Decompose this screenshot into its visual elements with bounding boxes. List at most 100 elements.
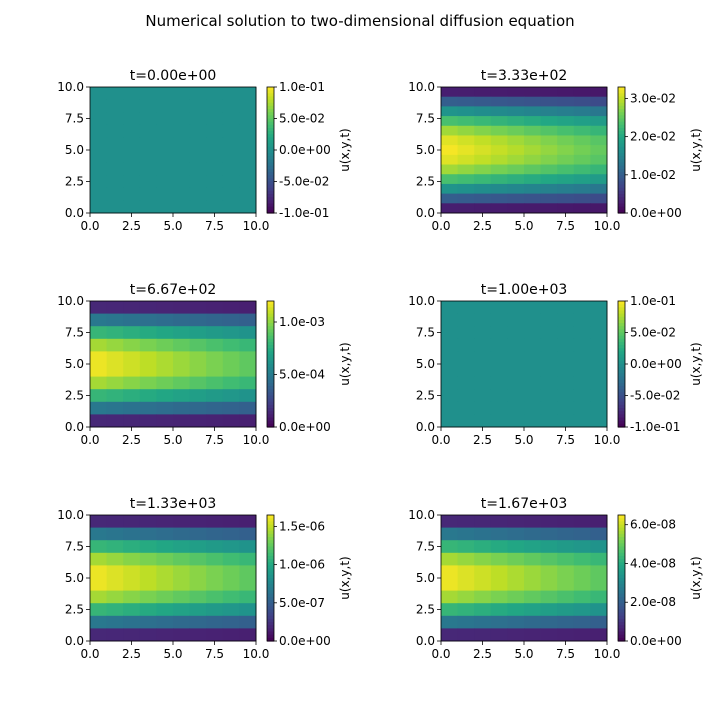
colorbar-segment bbox=[618, 178, 625, 183]
heatmap-cell bbox=[474, 527, 492, 541]
colorbar-segment bbox=[267, 420, 274, 425]
heatmap-cell bbox=[540, 565, 558, 579]
colorbar-segment bbox=[267, 524, 274, 529]
heatmap-cell bbox=[139, 137, 157, 151]
colorbar-segment bbox=[618, 593, 625, 598]
heatmap-cell bbox=[156, 150, 174, 164]
heatmap-cell bbox=[540, 527, 558, 541]
heatmap-cell bbox=[123, 187, 141, 201]
heatmap-cell bbox=[540, 154, 558, 166]
heatmap-cell bbox=[106, 389, 124, 403]
heatmap-cell bbox=[507, 603, 525, 617]
heatmap-cell bbox=[441, 193, 459, 204]
heatmap-cell bbox=[206, 175, 224, 189]
heatmap-cell bbox=[557, 135, 575, 146]
heatmap-cell bbox=[490, 364, 508, 378]
heatmap-cell bbox=[206, 99, 224, 113]
colorbar-segment bbox=[267, 118, 274, 123]
colorbar-segment bbox=[618, 209, 625, 214]
heatmap-cell bbox=[139, 603, 157, 617]
heatmap-cell bbox=[490, 106, 508, 117]
x-tick-label: 0.0 bbox=[431, 219, 450, 233]
heatmap-cell bbox=[173, 137, 191, 151]
heatmap-cell bbox=[189, 150, 207, 164]
heatmap-cell bbox=[457, 540, 475, 554]
colorbar-segment bbox=[267, 168, 274, 173]
heatmap-cell bbox=[222, 615, 240, 629]
heatmap-cell bbox=[441, 615, 459, 629]
heatmap-cell bbox=[573, 116, 591, 127]
heatmap-cell bbox=[106, 590, 124, 604]
heatmap-cell bbox=[441, 578, 459, 592]
colorbar-label: u(x,y,t) bbox=[689, 556, 703, 600]
heatmap-cell bbox=[490, 145, 508, 156]
heatmap-cell bbox=[557, 515, 575, 529]
colorbar-segment bbox=[618, 637, 625, 642]
heatmap-cell bbox=[156, 527, 174, 541]
colorbar-segment bbox=[618, 618, 625, 623]
heatmap-cell bbox=[590, 515, 608, 529]
heatmap-cell bbox=[557, 87, 575, 98]
heatmap-cell bbox=[557, 389, 575, 403]
heatmap-cell bbox=[139, 99, 157, 113]
heatmap-cell bbox=[590, 364, 608, 378]
colorbar-segment bbox=[618, 200, 625, 205]
heatmap-cell bbox=[457, 154, 475, 166]
colorbar-segment bbox=[618, 351, 625, 356]
colorbar-segment bbox=[267, 203, 274, 208]
subplot-title: t=1.00e+03 bbox=[481, 282, 568, 298]
heatmap-cell bbox=[474, 313, 492, 327]
colorbar-segment bbox=[267, 105, 274, 110]
heatmap-cell bbox=[474, 326, 492, 340]
heatmap-cell bbox=[441, 628, 459, 642]
heatmap-cell bbox=[189, 175, 207, 189]
colorbar-segment bbox=[618, 389, 625, 393]
heatmap-cell bbox=[557, 615, 575, 629]
colorbar-segment bbox=[267, 518, 274, 522]
heatmap-cell bbox=[156, 99, 174, 113]
colorbar-segment bbox=[267, 392, 274, 397]
heatmap-cell bbox=[156, 540, 174, 554]
heatmap-cell bbox=[90, 527, 108, 541]
heatmap-cell bbox=[123, 515, 141, 529]
colorbar-segment bbox=[267, 316, 274, 321]
colorbar-segment bbox=[618, 373, 625, 378]
colorbar-segment bbox=[267, 175, 274, 179]
heatmap-cell bbox=[590, 87, 608, 98]
heatmap-cell bbox=[139, 301, 157, 315]
heatmap-cell bbox=[557, 540, 575, 554]
heatmap-cell bbox=[239, 527, 257, 541]
heatmap-cell bbox=[156, 313, 174, 327]
heatmap-cell bbox=[457, 326, 475, 340]
x-tick-label: 0.0 bbox=[80, 219, 99, 233]
colorbar-segment bbox=[267, 395, 274, 400]
heatmap-cell bbox=[540, 540, 558, 554]
colorbar-segment bbox=[618, 379, 625, 384]
colorbar-segment bbox=[618, 392, 625, 397]
heatmap-cell bbox=[474, 540, 492, 554]
heatmap-cell bbox=[239, 313, 257, 327]
heatmap-cell bbox=[441, 301, 459, 315]
x-tick-label: 5.0 bbox=[514, 647, 533, 661]
heatmap-cell bbox=[557, 376, 575, 390]
heatmap-cell bbox=[507, 351, 525, 365]
heatmap-cell bbox=[457, 116, 475, 127]
heatmap-cell bbox=[490, 389, 508, 403]
heatmap-cell bbox=[206, 565, 224, 579]
heatmap-cell bbox=[557, 628, 575, 642]
heatmap-cell bbox=[590, 96, 608, 107]
heatmap-cell bbox=[173, 515, 191, 529]
colorbar-segment bbox=[267, 162, 274, 167]
heatmap-cell bbox=[557, 351, 575, 365]
heatmap-cell bbox=[222, 200, 240, 214]
heatmap-cell bbox=[189, 414, 207, 428]
colorbar-segment bbox=[267, 146, 274, 151]
y-tick-label: 10.0 bbox=[57, 294, 84, 308]
heatmap-cell bbox=[106, 527, 124, 541]
y-tick-label: 2.5 bbox=[416, 389, 435, 403]
heatmap-cell bbox=[490, 615, 508, 629]
heatmap-cell bbox=[189, 326, 207, 340]
colorbar-tick-label: 4.0e-08 bbox=[630, 556, 676, 570]
heatmap-cell bbox=[106, 124, 124, 138]
colorbar-segment bbox=[618, 354, 625, 359]
